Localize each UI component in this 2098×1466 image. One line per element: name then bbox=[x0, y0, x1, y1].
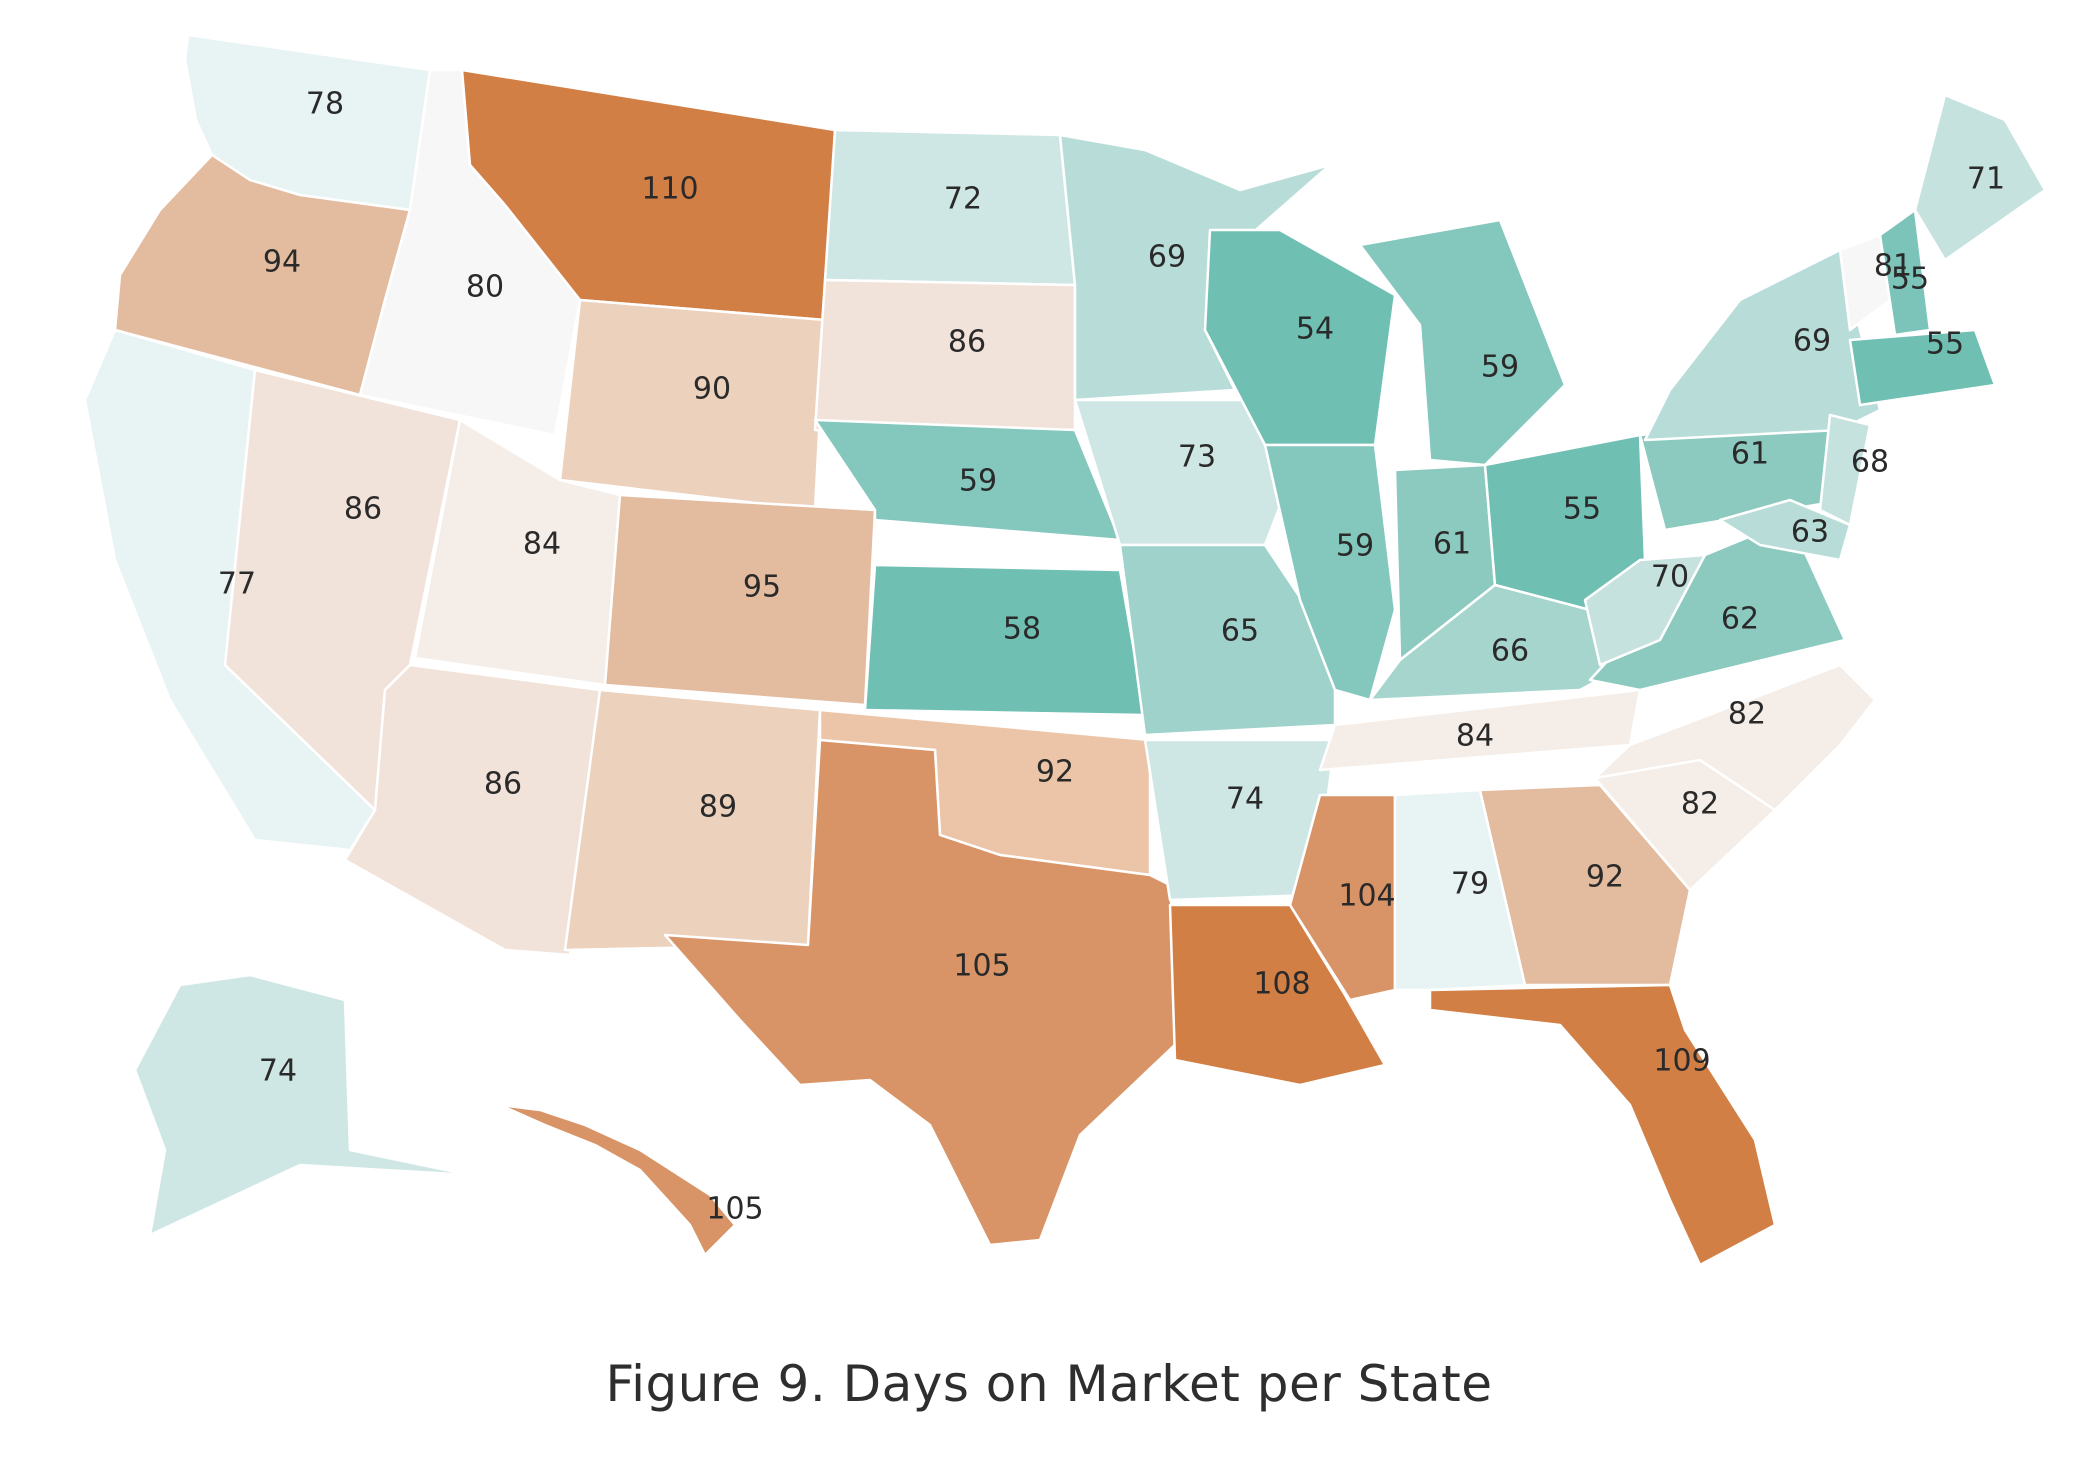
state-value-label-va: 62 bbox=[1721, 602, 1759, 637]
state-value-label-co: 95 bbox=[743, 570, 781, 605]
state-wv bbox=[1583, 553, 1707, 667]
state-value-label-nc: 82 bbox=[1728, 697, 1766, 732]
state-value-label-mo: 65 bbox=[1221, 614, 1259, 649]
state-value-label-wa: 78 bbox=[306, 87, 344, 122]
state-value-label-la: 108 bbox=[1253, 967, 1310, 1002]
state-ia bbox=[1073, 398, 1292, 547]
state-value-label-il: 59 bbox=[1336, 529, 1374, 564]
state-value-label-in: 61 bbox=[1433, 527, 1471, 562]
state-value-label-nd: 72 bbox=[944, 182, 982, 217]
state-value-label-sc: 82 bbox=[1681, 787, 1719, 822]
state-az bbox=[343, 663, 602, 957]
state-value-label-nj: 68 bbox=[1851, 445, 1889, 480]
state-me bbox=[1913, 93, 2047, 262]
state-value-label-md: 63 bbox=[1791, 515, 1829, 550]
state-nh bbox=[1878, 208, 1932, 337]
state-value-label-mt: 110 bbox=[641, 172, 698, 207]
state-value-label-ar: 74 bbox=[1226, 782, 1264, 817]
state-value-label-nh: 55 bbox=[1891, 262, 1929, 297]
state-ne bbox=[813, 418, 1122, 542]
state-value-label-pa: 61 bbox=[1731, 437, 1769, 472]
state-value-label-wy: 90 bbox=[693, 372, 731, 407]
state-value-label-ok: 92 bbox=[1036, 755, 1074, 790]
figure-caption: Figure 9. Days on Market per State bbox=[605, 1355, 1493, 1413]
state-value-label-ks: 58 bbox=[1003, 612, 1041, 647]
state-md bbox=[1718, 498, 1852, 562]
state-value-label-ga: 92 bbox=[1586, 860, 1624, 895]
state-value-label-vt: 81 bbox=[1874, 249, 1912, 284]
state-value-label-mn: 69 bbox=[1148, 240, 1186, 275]
state-value-label-ms: 104 bbox=[1338, 879, 1395, 914]
state-ak bbox=[133, 973, 472, 1237]
state-ma bbox=[1848, 328, 1997, 407]
state-value-label-nm: 89 bbox=[699, 790, 737, 825]
state-value-label-fl: 109 bbox=[1653, 1044, 1710, 1079]
state-value-label-or: 94 bbox=[263, 245, 301, 280]
state-value-label-nv: 86 bbox=[344, 492, 382, 527]
state-ms bbox=[1288, 793, 1397, 1002]
state-mi bbox=[1358, 218, 1567, 467]
state-value-label-mi: 59 bbox=[1481, 350, 1519, 385]
state-value-label-az: 86 bbox=[484, 767, 522, 802]
state-value-label-tn: 84 bbox=[1456, 719, 1494, 754]
state-value-label-oh: 55 bbox=[1563, 492, 1601, 527]
state-value-label-ut: 84 bbox=[523, 527, 561, 562]
state-value-label-sd: 86 bbox=[948, 325, 986, 360]
state-value-label-hi: 105 bbox=[706, 1192, 763, 1227]
state-value-label-ca: 77 bbox=[218, 567, 256, 602]
state-value-label-wv: 70 bbox=[1651, 560, 1689, 595]
state-value-label-ny: 69 bbox=[1793, 324, 1831, 359]
state-al bbox=[1393, 788, 1527, 992]
state-value-label-ia: 73 bbox=[1178, 440, 1216, 475]
state-co bbox=[603, 493, 877, 707]
state-value-label-al: 79 bbox=[1451, 867, 1489, 902]
state-value-label-ma: 55 bbox=[1926, 327, 1964, 362]
state-value-label-me: 71 bbox=[1967, 162, 2005, 197]
state-nc bbox=[1593, 663, 1877, 812]
state-shapes bbox=[83, 33, 2047, 1267]
state-tx bbox=[663, 738, 1182, 1247]
state-value-label-ne: 59 bbox=[959, 464, 997, 499]
state-fl bbox=[1428, 983, 1777, 1267]
state-value-labels: 78 94 77 80 86 110 90 84 86 95 89 72 86 59 58 92 105 69 73… bbox=[218, 87, 2005, 1227]
state-ny bbox=[1643, 248, 1882, 442]
state-value-label-ky: 66 bbox=[1491, 634, 1529, 669]
state-hi bbox=[498, 1103, 737, 1257]
state-value-label-id: 80 bbox=[466, 270, 504, 305]
state-value-label-wi: 54 bbox=[1296, 312, 1334, 347]
state-value-label-tx: 105 bbox=[953, 949, 1010, 984]
state-value-label-ak: 74 bbox=[259, 1054, 297, 1089]
state-nm bbox=[563, 688, 822, 952]
state-ga bbox=[1478, 783, 1692, 987]
